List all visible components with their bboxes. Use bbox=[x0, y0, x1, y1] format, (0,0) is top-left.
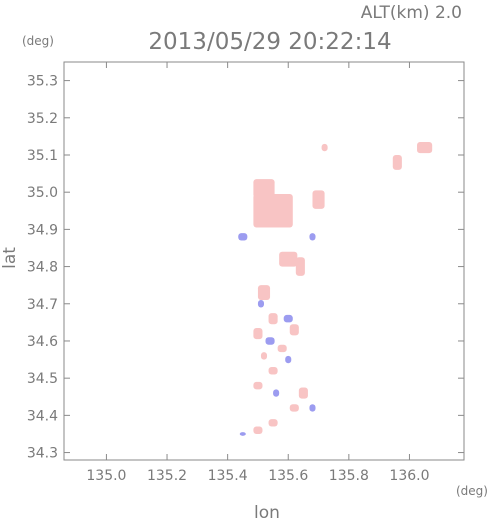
y-tick-label: 35.1 bbox=[27, 148, 58, 164]
x-tick-label: 136.0 bbox=[389, 468, 429, 484]
data-cell bbox=[273, 389, 280, 397]
y-tick-label: 34.4 bbox=[27, 408, 58, 424]
y-tick-label: 35.0 bbox=[27, 185, 58, 201]
y-tick-label: 34.8 bbox=[27, 260, 58, 276]
data-cell bbox=[295, 257, 305, 276]
data-cell bbox=[279, 251, 298, 267]
plot-frame bbox=[63, 61, 465, 461]
y-tick-label: 35.2 bbox=[27, 111, 58, 127]
x-tick-label: 135.6 bbox=[268, 468, 308, 484]
data-cell bbox=[312, 190, 325, 209]
data-cell bbox=[253, 426, 263, 434]
data-cell bbox=[253, 194, 293, 228]
data-cells bbox=[238, 141, 433, 436]
data-cell bbox=[309, 404, 316, 412]
data-cell bbox=[309, 233, 316, 241]
data-cell bbox=[268, 313, 278, 325]
x-unit-label: (deg) bbox=[456, 484, 488, 498]
x-tick-label: 135.8 bbox=[329, 468, 369, 484]
data-cell bbox=[257, 300, 264, 308]
chart-annotation: ALT(km) 2.0 bbox=[361, 3, 462, 23]
y-tick-label: 34.7 bbox=[27, 297, 58, 313]
data-cell bbox=[265, 337, 275, 345]
x-tick-label: 135.2 bbox=[147, 468, 187, 484]
y-unit-label: (deg) bbox=[22, 34, 54, 48]
x-axis-title: lon bbox=[254, 503, 280, 521]
data-cell bbox=[238, 233, 248, 241]
data-cell bbox=[283, 314, 293, 323]
chart-title: 2013/05/29 20:22:14 bbox=[148, 29, 391, 55]
y-axis-title: lat bbox=[0, 247, 20, 269]
data-cell bbox=[239, 432, 246, 436]
y-tick-label: 34.5 bbox=[27, 371, 58, 387]
data-cell bbox=[289, 404, 299, 412]
data-cell bbox=[321, 143, 328, 152]
data-cell bbox=[277, 344, 287, 353]
data-cell bbox=[253, 327, 263, 340]
data-cell bbox=[289, 324, 299, 336]
data-cell bbox=[260, 352, 268, 360]
data-cell bbox=[257, 285, 271, 301]
y-tick-label: 34.9 bbox=[27, 222, 58, 238]
data-cell bbox=[253, 179, 275, 198]
data-cell bbox=[268, 367, 278, 375]
data-cell bbox=[417, 141, 433, 154]
x-tick-label: 135.4 bbox=[208, 468, 248, 484]
data-cell bbox=[298, 387, 308, 399]
y-tick-label: 34.6 bbox=[27, 334, 58, 350]
data-cell bbox=[285, 355, 292, 364]
y-tick-label: 34.3 bbox=[27, 446, 58, 462]
y-tick-label: 35.3 bbox=[27, 74, 58, 90]
data-cell bbox=[253, 381, 263, 390]
data-cell bbox=[392, 154, 402, 170]
x-tick-label: 135.0 bbox=[86, 468, 126, 484]
axis-ticks: 135.0 135.2 135.4 135.6 135.8 136.0 34.3 34.4 34… bbox=[27, 62, 464, 484]
data-cell bbox=[268, 419, 278, 427]
